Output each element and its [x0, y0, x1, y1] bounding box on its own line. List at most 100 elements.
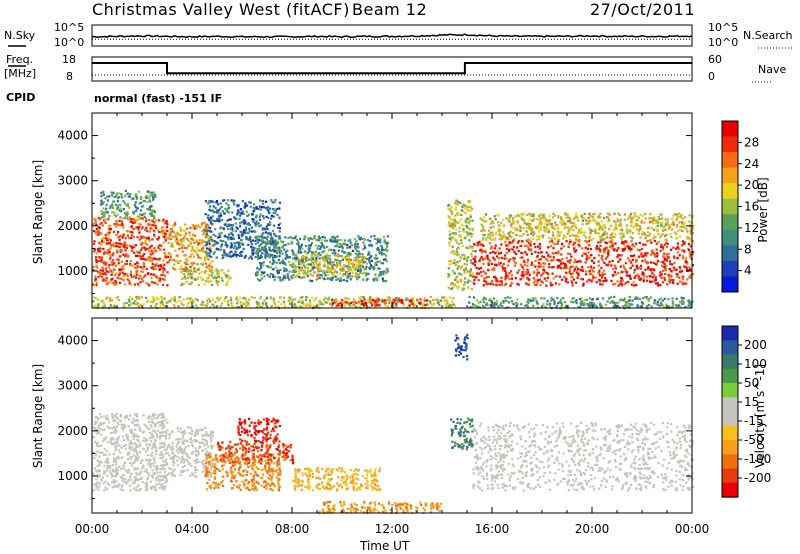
power-cell	[214, 269, 217, 272]
power-cell	[470, 208, 474, 211]
power-cell	[356, 254, 359, 257]
power-cell	[438, 300, 441, 303]
power-cell	[140, 243, 143, 246]
power-cell	[365, 265, 368, 268]
power-cell	[210, 230, 213, 233]
power-cell	[450, 225, 454, 229]
power-cell	[273, 239, 277, 242]
power-cell	[214, 228, 217, 231]
power-cell	[492, 256, 495, 259]
power-cell	[405, 296, 408, 300]
power-cell	[630, 224, 633, 227]
power-cell	[501, 236, 504, 239]
power-cell	[546, 303, 549, 306]
power-cell	[92, 300, 95, 303]
power-cell	[679, 268, 682, 271]
power-cell	[208, 237, 211, 240]
power-cell	[470, 288, 473, 291]
power-cell	[654, 262, 657, 265]
power-cell	[383, 270, 386, 273]
power-cell	[362, 303, 365, 306]
power-cell	[127, 298, 131, 301]
power-cell	[318, 263, 321, 266]
power-cell	[343, 239, 346, 242]
power-cell	[327, 258, 330, 261]
power-cell	[260, 277, 264, 280]
power-cell	[479, 270, 482, 274]
power-cell	[260, 265, 263, 268]
power-cell	[182, 229, 185, 232]
power-cell	[126, 255, 129, 258]
power-cell	[599, 244, 602, 247]
power-cell	[121, 234, 125, 238]
power-cell	[449, 209, 452, 212]
power-cell	[150, 300, 153, 303]
power-cell	[208, 252, 211, 255]
power-cell	[121, 236, 124, 239]
power-cell	[260, 235, 263, 238]
power-cell	[490, 238, 493, 241]
power-cell	[326, 277, 329, 280]
power-cell	[201, 300, 204, 303]
power-cell	[293, 303, 296, 306]
power-cell	[556, 235, 559, 238]
power-cell	[98, 241, 101, 244]
power-cell	[375, 303, 378, 306]
power-cell	[573, 258, 577, 261]
power-cell	[411, 303, 414, 306]
power-cell	[598, 235, 601, 238]
power-cell	[331, 252, 334, 255]
power-cell	[242, 233, 245, 236]
power-cell	[489, 226, 492, 229]
power-cell	[556, 230, 559, 233]
power-cell	[314, 253, 317, 256]
power-cell	[454, 208, 457, 211]
power-cell	[652, 237, 655, 240]
power-cell	[100, 300, 103, 303]
power-cell	[656, 255, 659, 258]
power-cell	[682, 255, 685, 258]
power-cell	[620, 236, 623, 239]
power-cell	[497, 252, 501, 255]
power-cell	[539, 244, 542, 247]
power-cell	[174, 224, 177, 227]
power-cell	[102, 201, 105, 204]
power-cell	[140, 296, 143, 299]
power-cell	[279, 268, 282, 271]
power-cell	[185, 267, 189, 270]
power-cell	[286, 274, 289, 277]
power-cell	[414, 305, 417, 308]
power-cell	[316, 274, 319, 277]
power-cell	[265, 248, 268, 251]
power-cell	[647, 267, 650, 270]
power-cell	[634, 297, 637, 300]
power-cell	[455, 254, 458, 257]
power-cell	[183, 254, 186, 257]
power-cell	[153, 216, 156, 219]
power-cell	[118, 219, 121, 222]
power-cell	[93, 283, 97, 286]
power-cell	[105, 203, 108, 206]
power-cell	[527, 271, 530, 274]
power-cell	[143, 253, 146, 256]
power-cell	[482, 283, 485, 286]
power-cell	[612, 228, 615, 231]
power-cell	[574, 224, 577, 227]
power-cell	[516, 298, 519, 301]
power-cell	[197, 243, 200, 246]
power-cell	[340, 245, 343, 248]
power-cell	[303, 250, 306, 253]
power-cell	[166, 223, 169, 226]
power-cell	[513, 251, 516, 254]
power-cell	[452, 271, 455, 275]
power-cell	[282, 261, 285, 264]
power-cell	[678, 212, 681, 215]
power-cell	[603, 223, 606, 226]
power-cell	[410, 300, 413, 303]
power-cell	[515, 252, 518, 256]
power-cell	[455, 248, 459, 251]
power-cell	[132, 235, 135, 238]
power-cell	[226, 301, 229, 305]
power-cell	[225, 244, 228, 247]
power-cell	[500, 276, 503, 279]
